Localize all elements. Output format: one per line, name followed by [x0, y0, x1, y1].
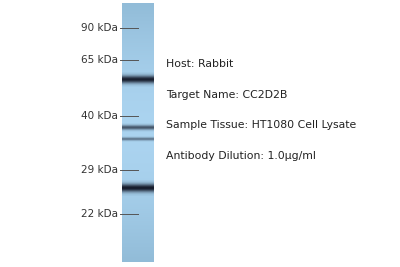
- Text: Antibody Dilution: 1.0μg/ml: Antibody Dilution: 1.0μg/ml: [166, 151, 316, 161]
- Text: 29 kDa: 29 kDa: [81, 164, 118, 175]
- Text: 40 kDa: 40 kDa: [81, 111, 118, 121]
- Text: 22 kDa: 22 kDa: [81, 209, 118, 219]
- Text: Sample Tissue: HT1080 Cell Lysate: Sample Tissue: HT1080 Cell Lysate: [166, 120, 356, 131]
- Text: Host: Rabbit: Host: Rabbit: [166, 59, 233, 69]
- Text: 90 kDa: 90 kDa: [81, 23, 118, 33]
- Text: Target Name: CC2D2B: Target Name: CC2D2B: [166, 90, 287, 100]
- Text: 65 kDa: 65 kDa: [81, 55, 118, 65]
